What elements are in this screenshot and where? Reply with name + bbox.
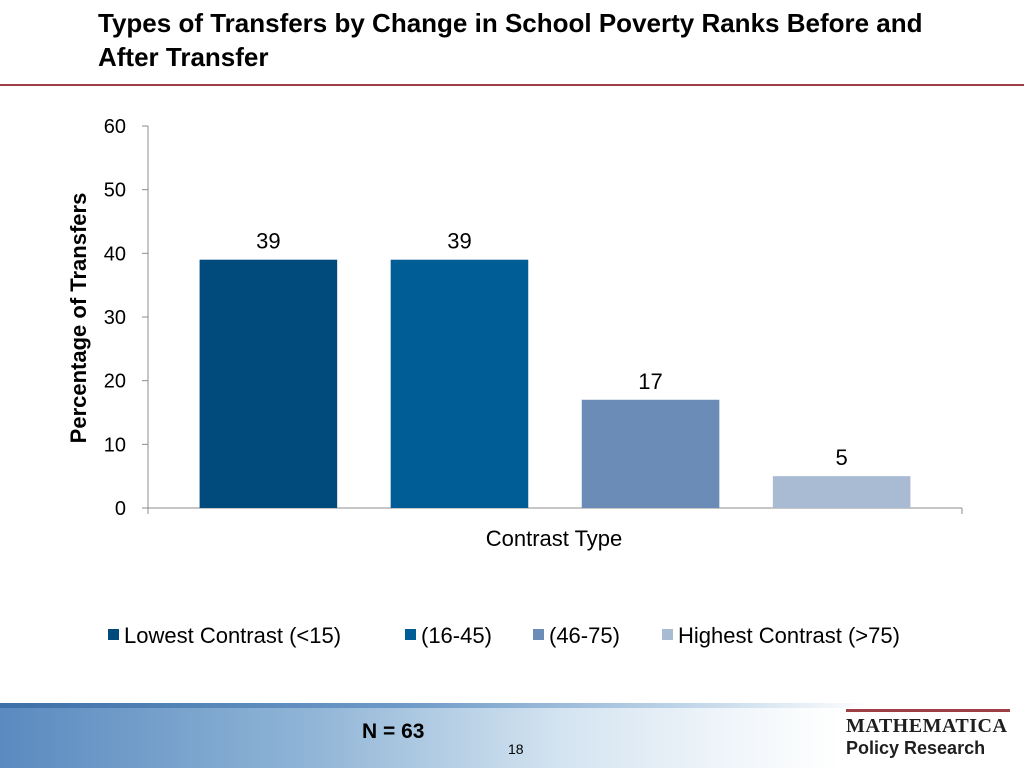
x-axis — [147, 507, 963, 514]
footer-band-highlight — [0, 703, 1024, 708]
y-tick-label: 10 — [104, 434, 126, 456]
bars — [199, 259, 911, 508]
y-tick-label: 0 — [115, 498, 126, 520]
y-axis-label: Percentage of Transfers — [66, 193, 91, 444]
slide-title: Types of Transfers by Change in School P… — [98, 8, 923, 72]
logo-accent-bar — [846, 709, 1010, 712]
y-tick-label: 20 — [104, 371, 126, 393]
data-label: 39 — [447, 229, 471, 254]
legend-label: (16-45) — [421, 623, 492, 648]
data-label: 39 — [256, 229, 280, 254]
data-labels: 39 39 17 5 — [256, 229, 848, 470]
bar-2 — [390, 259, 529, 508]
logo-line-2: Policy Research — [846, 738, 986, 758]
y-tick-label: 30 — [104, 307, 126, 329]
sample-size-note: N = 63 — [362, 720, 425, 743]
y-tick-label: 60 — [104, 116, 126, 138]
logo-line-1: MATHEMATICA — [846, 715, 1008, 737]
legend-label: (46-75) — [549, 623, 620, 648]
bar-chart: 0 10 20 30 40 50 60 39 39 17 5 Percentage of Tran… — [66, 116, 963, 648]
y-tick-label: 50 — [104, 180, 126, 202]
bar-4 — [772, 476, 911, 508]
bar-3 — [581, 399, 720, 508]
title-divider — [0, 84, 1024, 86]
legend-swatch — [533, 629, 544, 640]
bar-1 — [199, 259, 338, 508]
legend-swatch — [405, 629, 416, 640]
y-axis: 0 10 20 30 40 50 60 — [104, 116, 149, 520]
legend-swatch — [662, 629, 673, 640]
legend-label: Lowest Contrast (<15) — [124, 623, 341, 648]
mathematica-logo: MATHEMATICA Policy Research — [846, 709, 1010, 759]
y-tick-label: 40 — [104, 243, 126, 265]
footer-band — [0, 703, 1024, 768]
legend-swatch — [108, 629, 119, 640]
data-label: 5 — [835, 445, 847, 470]
x-axis-label: Contrast Type — [486, 526, 623, 551]
legend-label: Highest Contrast (>75) — [678, 623, 900, 648]
data-label: 17 — [638, 369, 662, 394]
page-number: 18 — [508, 741, 524, 757]
legend: Lowest Contrast (<15) (16-45) (46-75) Highe… — [108, 623, 900, 648]
